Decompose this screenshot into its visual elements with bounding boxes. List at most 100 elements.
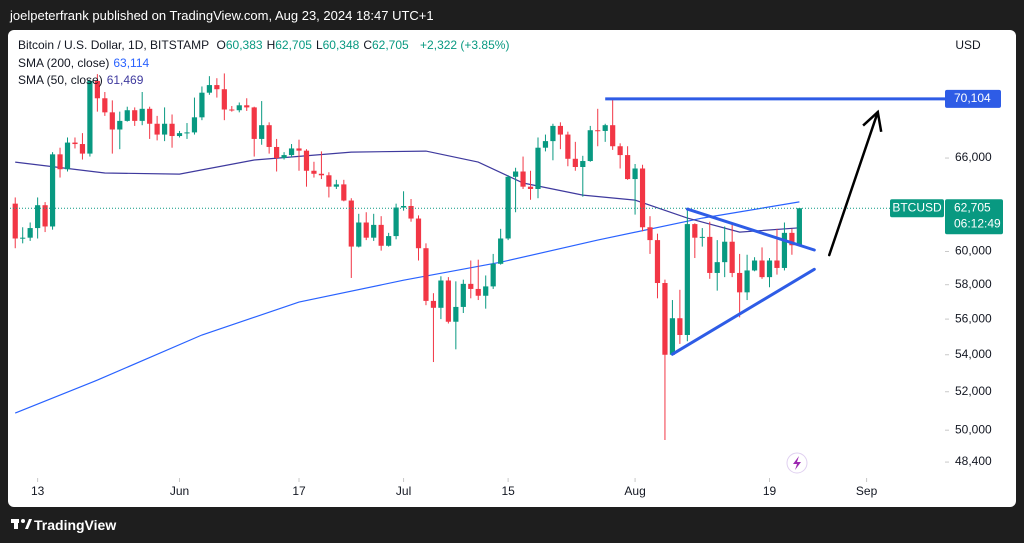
candle-body [737,272,743,293]
currency: USD [955,38,981,52]
logo-part [14,519,18,529]
candle-body [12,203,18,239]
candle-body [684,224,690,335]
candle-body [535,147,541,189]
candle-body [475,288,481,296]
candle-body [751,260,758,271]
ohlc-key: L [315,38,323,52]
overlay-legend: SMA (200, close) 63,114 SMA (50, close) 61,… [18,55,513,90]
logo-part [25,519,32,529]
overlay-legend-row: SMA (200, close) 63,114 [18,55,513,73]
candle-body [378,224,384,246]
overlay-name: SMA (50, close) [18,73,103,87]
candle-body [221,89,227,110]
candle-body [625,155,631,180]
candle-body [699,236,705,238]
candle-body [729,241,735,273]
ohlc-value: 60,348 [322,38,360,52]
candle-body [356,222,362,247]
ohlc-value: 62,705 [275,38,312,52]
candle-body [109,112,115,130]
change: +2,322 (+3.85%) [420,38,510,52]
candle-body [400,205,407,208]
candle-body [154,123,160,135]
candle-body [527,186,534,189]
candle-body [27,228,33,238]
candle-body [789,232,795,246]
symbol-label: BTCUSD [892,200,942,214]
ohlc-value: 60,383 [225,38,263,52]
y-tick-label: 52,000 [955,384,992,398]
candle-body [64,142,71,170]
candle-body [117,120,123,130]
sma-line [14,201,800,414]
y-tick-label: 58,000 [955,277,992,291]
ohlc-value: 62,705 [372,38,409,52]
y-tick-label: 48,400 [955,454,992,468]
candle-body [505,176,511,239]
candle-body [498,238,504,264]
candle-body [281,155,287,159]
candle-body [669,318,676,355]
trend-line [685,207,816,252]
candle-body [483,286,489,296]
candle-body [79,144,86,154]
countdown: 06:12:49 [954,216,1001,230]
candle-body [714,262,720,273]
candle-body [176,133,183,137]
x-tick-label: 13 [31,484,45,498]
symbol-title: Bitcoin / U.S. Dollar, 1D, BITSTAMP [18,38,210,52]
candle-body [184,132,190,134]
tv-logo [11,519,32,529]
candle-body [572,158,578,168]
candle-body [35,205,41,229]
y-tick-label: 66,000 [955,150,992,164]
candle-body [438,280,444,308]
candle-body [251,107,257,139]
candle-body [781,232,788,268]
candle-body [707,236,713,273]
chart-panel [8,30,1016,507]
candle-body [423,248,429,301]
candle-body [610,125,616,147]
alert-bolt [793,456,801,470]
ohlc-key: H [266,38,276,52]
candle-body [408,205,414,219]
x-tick-label: Jun [170,484,189,498]
candle-body [20,237,26,239]
candle-body [236,105,242,111]
candle-body [229,109,235,111]
ray-label-box [945,89,1001,108]
candle-body [512,171,519,177]
candle-body [318,173,325,176]
logo-part [21,519,25,523]
candle-body [759,260,765,278]
candle-body [453,306,459,322]
candle-body [274,146,280,159]
candle-body [580,161,586,168]
candle-body [266,125,272,147]
candle-body [662,283,668,355]
candle-body [371,224,377,238]
publisher: joelpeterfrank published on TradingView.… [10,8,434,23]
overlay-value: 63,114 [113,55,150,70]
candle-body [490,263,496,287]
candle-body [303,150,310,171]
candle-body [677,318,683,335]
candle-body [393,207,399,237]
candle-body [520,171,526,187]
candle-body [587,130,593,162]
arrow-head [862,109,883,133]
overlay-value: 61,469 [106,73,144,87]
x-tick-label: Jul [396,484,411,498]
candle-body [468,283,474,289]
overlay-legend-row: SMA (50, close) 61,469 [18,72,513,90]
candle-body [647,227,653,241]
trend-line [670,267,816,356]
price-box [945,199,1003,235]
candle-body [766,260,773,278]
candle-body [595,130,601,132]
ohlc: O60,383 H62,705 L60,348 C62,705 [217,38,413,52]
